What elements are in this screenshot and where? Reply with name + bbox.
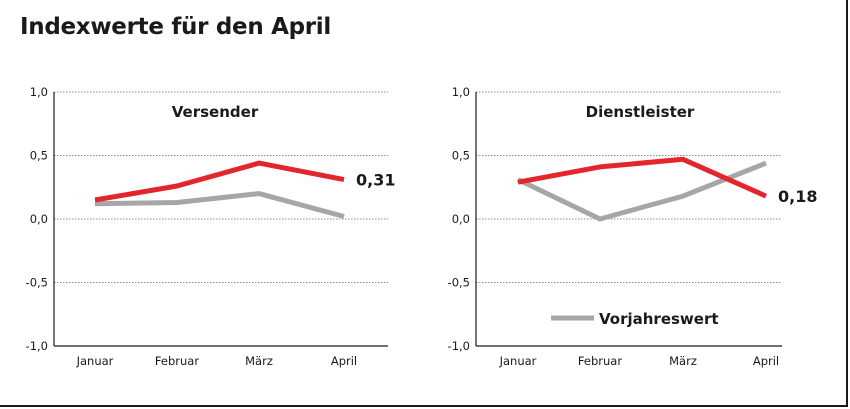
y-tick-label: 0,5 [30, 149, 48, 163]
chart-title: Versender [172, 103, 259, 121]
x-tick-label: Februar [578, 354, 622, 368]
y-tick-label: -1,0 [26, 339, 48, 353]
legend-label: Vorjahreswert [599, 310, 719, 328]
x-tick-label: April [753, 354, 779, 368]
series-line-current [94, 160, 345, 203]
x-tick-label: Februar [155, 354, 199, 368]
y-tick-label: 0,0 [30, 212, 48, 226]
x-tick-label: April [331, 354, 357, 368]
series-line-previous [516, 160, 767, 222]
x-tick-label: Januar [499, 354, 537, 368]
chart-panel-2: 1,0 0,5 0,0 -0,5 -1,0 Januar Februar März April D… [448, 85, 818, 368]
x-tick-label: März [669, 354, 697, 368]
y-tick-label: -1,0 [448, 339, 470, 353]
series-line-current [517, 156, 768, 199]
chart-title: Dienstleister [586, 103, 695, 121]
chart-panel-1: 1,0 0,5 0,0 -0,5 -1,0 Januar Februar März April V… [26, 85, 396, 368]
end-value-label: 0,31 [356, 171, 395, 190]
y-tick-label: 1,0 [452, 85, 470, 99]
y-tick-label: 0,5 [452, 149, 470, 163]
y-tick-label: 1,0 [30, 85, 48, 99]
figure-title: Indexwerte für den April [20, 14, 331, 40]
end-value-label: 0,18 [778, 187, 817, 206]
y-tick-label: -0,5 [448, 276, 470, 290]
series-line-previous [94, 191, 345, 219]
y-tick-label: 0,0 [452, 212, 470, 226]
y-tick-label: -0,5 [26, 276, 48, 290]
x-tick-label: Januar [76, 354, 114, 368]
legend: Vorjahreswert [551, 310, 719, 328]
x-tick-label: März [245, 354, 273, 368]
